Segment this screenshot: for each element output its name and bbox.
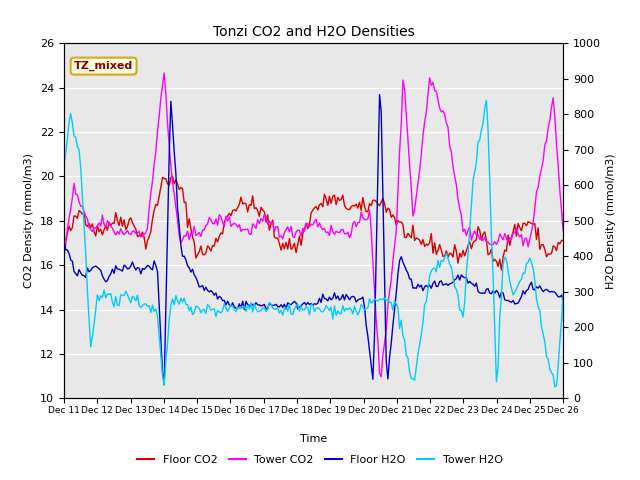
- Title: Tonzi CO2 and H2O Densities: Tonzi CO2 and H2O Densities: [212, 25, 415, 39]
- Line: Tower CO2: Tower CO2: [64, 73, 563, 377]
- Tower CO2: [357, 209, 365, 215]
- Tower H2O: [60, 161, 68, 167]
- Floor H2O: [161, 382, 168, 387]
- Floor CO2: [359, 194, 367, 200]
- Line: Floor CO2: Floor CO2: [64, 176, 563, 270]
- Floor CO2: [367, 203, 375, 208]
- Floor CO2: [62, 238, 70, 243]
- Tower H2O: [483, 97, 490, 103]
- Tower CO2: [378, 374, 385, 380]
- Tower CO2: [516, 234, 524, 240]
- Floor H2O: [559, 298, 567, 303]
- Floor H2O: [484, 286, 492, 291]
- Floor CO2: [516, 225, 524, 230]
- Floor CO2: [60, 238, 68, 244]
- Tower H2O: [481, 106, 488, 111]
- Floor H2O: [60, 239, 68, 244]
- Legend: Floor CO2, Tower CO2, Floor H2O, Tower H2O: Floor CO2, Tower CO2, Floor H2O, Tower H…: [133, 451, 507, 469]
- Tower H2O: [365, 296, 373, 301]
- Tower CO2: [60, 254, 68, 260]
- Tower H2O: [356, 308, 364, 314]
- Floor H2O: [357, 296, 365, 301]
- Tower H2O: [62, 151, 70, 156]
- Text: TZ_mixed: TZ_mixed: [74, 61, 133, 71]
- Y-axis label: H2O Density (mmol/m3): H2O Density (mmol/m3): [607, 153, 616, 288]
- X-axis label: Time: Time: [300, 434, 327, 444]
- Floor H2O: [62, 247, 70, 252]
- Floor CO2: [559, 237, 567, 243]
- Tower CO2: [359, 215, 367, 220]
- Tower H2O: [357, 302, 365, 308]
- Floor CO2: [357, 207, 365, 213]
- Floor CO2: [169, 173, 177, 179]
- Line: Tower H2O: Tower H2O: [64, 100, 563, 387]
- Tower H2O: [559, 291, 567, 297]
- Floor CO2: [483, 237, 490, 243]
- Line: Floor H2O: Floor H2O: [64, 95, 563, 384]
- Tower CO2: [484, 239, 492, 245]
- Tower CO2: [559, 228, 567, 234]
- Tower H2O: [515, 282, 522, 288]
- Tower CO2: [62, 242, 70, 248]
- Tower H2O: [551, 384, 559, 390]
- Floor H2O: [359, 294, 367, 300]
- Floor H2O: [367, 363, 375, 369]
- Tower CO2: [367, 228, 375, 233]
- Floor H2O: [376, 92, 383, 97]
- Floor CO2: [497, 267, 505, 273]
- Floor H2O: [516, 297, 524, 303]
- Y-axis label: CO2 Density (mmol/m3): CO2 Density (mmol/m3): [24, 153, 35, 288]
- Tower CO2: [161, 70, 168, 76]
